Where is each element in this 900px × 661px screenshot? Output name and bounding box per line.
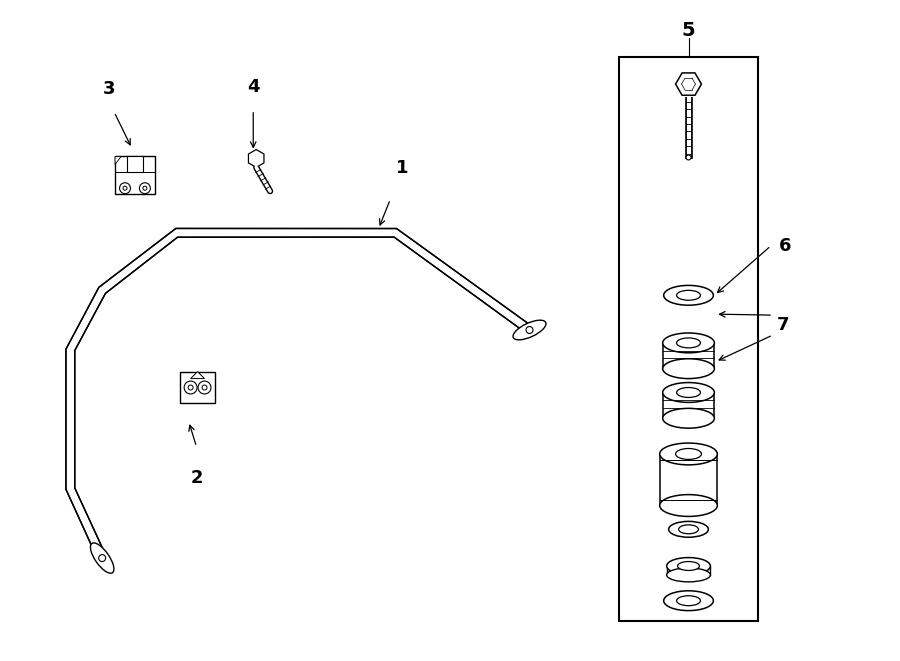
Text: 1: 1	[396, 159, 409, 177]
Bar	[619, 58, 758, 621]
Text: 3: 3	[103, 80, 115, 98]
Ellipse shape	[662, 359, 715, 379]
Ellipse shape	[663, 286, 714, 305]
Circle shape	[99, 555, 105, 562]
Text: 5: 5	[681, 21, 696, 40]
Polygon shape	[66, 229, 532, 560]
Polygon shape	[248, 149, 264, 167]
Ellipse shape	[667, 558, 710, 574]
Ellipse shape	[677, 338, 700, 348]
Circle shape	[120, 182, 130, 194]
Circle shape	[198, 381, 211, 394]
Ellipse shape	[90, 543, 114, 573]
Text: 2: 2	[190, 469, 203, 487]
Ellipse shape	[667, 568, 710, 582]
Ellipse shape	[513, 320, 546, 340]
Ellipse shape	[678, 562, 699, 570]
FancyBboxPatch shape	[115, 157, 155, 194]
Ellipse shape	[660, 494, 717, 516]
Circle shape	[202, 385, 207, 390]
Ellipse shape	[676, 449, 701, 459]
Ellipse shape	[677, 596, 700, 605]
Circle shape	[526, 327, 533, 334]
Ellipse shape	[662, 383, 715, 403]
Text: 7: 7	[777, 316, 789, 334]
Polygon shape	[115, 157, 121, 165]
Circle shape	[686, 155, 691, 160]
Polygon shape	[676, 73, 701, 95]
Ellipse shape	[677, 290, 700, 300]
Ellipse shape	[662, 333, 715, 353]
Text: 6: 6	[779, 237, 791, 254]
Circle shape	[123, 186, 127, 190]
Ellipse shape	[679, 525, 698, 534]
Ellipse shape	[660, 443, 717, 465]
Circle shape	[184, 381, 197, 394]
Ellipse shape	[677, 387, 700, 397]
FancyBboxPatch shape	[180, 371, 215, 403]
Ellipse shape	[662, 408, 715, 428]
Polygon shape	[191, 371, 204, 379]
Ellipse shape	[663, 591, 714, 611]
Ellipse shape	[669, 522, 708, 537]
Bar	[127, 157, 143, 173]
Circle shape	[188, 385, 194, 390]
Circle shape	[140, 182, 150, 194]
Circle shape	[143, 186, 147, 190]
Text: 4: 4	[247, 78, 259, 96]
